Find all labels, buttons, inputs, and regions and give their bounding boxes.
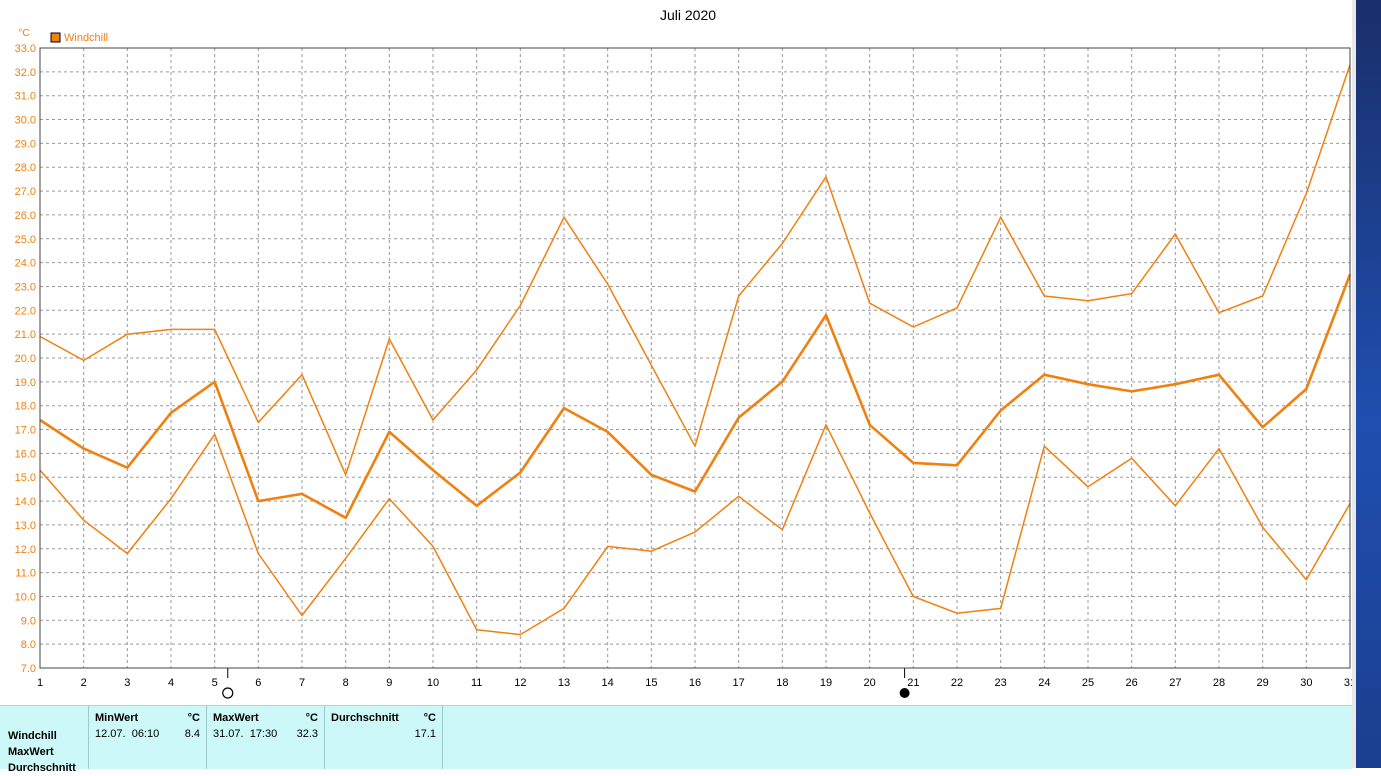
x-tick-label: 9 [386,677,392,689]
x-tick-label: 17 [733,677,745,689]
x-tick-label: 13 [558,677,570,689]
x-tick-label: 22 [951,677,963,689]
x-tick-label: 1 [37,677,43,689]
moon-markers [222,668,910,699]
x-tick-label: 6 [255,677,261,689]
stats-col-avg: Durchschnitt °C 17.1 [324,706,443,769]
series-line-max [39,64,1351,476]
x-tick-label: 19 [820,677,832,689]
col-header-durchschnitt: Durchschnitt [331,712,399,724]
y-tick-label: 26.0 [15,210,36,222]
desktop-edge [1352,0,1381,768]
x-tick-label: 4 [168,677,174,689]
y-tick-label: 9.0 [21,615,36,627]
x-tick-label: 24 [1038,677,1050,689]
windchill-chart: Juli 2020 °C Windchill 7.0 8.0 9.0 10.0 11.0… [14,7,1352,699]
x-tick-label: 21 [907,677,919,689]
y-tick-label: 19.0 [15,377,36,389]
x-tick-label: 14 [602,677,614,689]
x-tick-label: 23 [995,677,1007,689]
y-tick-label: 33.0 [15,43,36,55]
x-axis-ticks: 1 2 3 4 5 6 7 8 9 10 11 12 13 14 15 16 17 18 19 20 21 22 23 24 2… [37,677,1352,689]
avg-value: 17.1 [414,728,436,740]
x-tick-label: 20 [864,677,876,689]
y-tick-label: 23.0 [15,281,36,293]
y-tick-label: 10.0 [15,591,36,603]
stats-panel: Windchill MaxWert Durchschnitt MinWert °… [0,705,1352,774]
min-time: 12.07. 06:10 [95,728,160,740]
legend: Windchill [50,32,108,44]
y-tick-label: 7.0 [21,663,36,675]
x-tick-label: 3 [124,677,130,689]
col-header-minwert: MinWert [95,712,139,724]
y-tick-label: 14.0 [15,496,36,508]
y-tick-label: 21.0 [15,329,36,341]
window-border [1352,0,1356,768]
max-value: 32.3 [296,728,318,740]
legend-swatch [50,32,61,43]
x-tick-label: 2 [81,677,87,689]
x-tick-label: 10 [427,677,439,689]
x-tick-label: 26 [1126,677,1138,689]
col-unit-min: °C [187,712,200,724]
series-line-min [39,424,1351,636]
stats-row-labels: Windchill MaxWert Durchschnitt [8,728,76,776]
stats-col-min: MinWert °C 12.07. 06:10 8.4 [88,706,206,769]
y-tick-label: 30.0 [15,115,36,127]
col-unit-max: °C [305,712,318,724]
y-tick-label: 27.0 [15,186,36,198]
y-tick-label: 25.0 [15,234,36,246]
x-tick-label: 29 [1257,677,1269,689]
grid [40,48,1350,668]
y-tick-label: 12.0 [15,544,36,556]
x-tick-label: 8 [343,677,349,689]
y-tick-label: 16.0 [15,448,36,460]
x-tick-label: 31 [1344,677,1352,689]
y-axis-ticks: 7.0 8.0 9.0 10.0 11.0 12.0 13.0 14.0 15.0 16.0 17.… [15,43,36,675]
y-tick-label: 13.0 [15,520,36,532]
y-tick-label: 8.0 [21,639,36,651]
series-line-avg [39,274,1352,520]
x-tick-label: 11 [471,677,482,689]
min-value: 8.4 [184,728,200,740]
max-time: 31.07. 17:30 [213,728,278,740]
y-tick-label: 32.0 [15,67,36,79]
col-header-maxwert: MaxWert [213,712,259,724]
y-tick-label: 31.0 [15,91,36,103]
x-tick-label: 16 [689,677,701,689]
row-label-durchschnitt: Durchschnitt [8,762,76,774]
chart-title: Juli 2020 [660,7,716,23]
col-unit-avg: °C [423,712,436,724]
legend-label-windchill: Windchill [64,32,108,44]
y-tick-label: 18.0 [15,401,36,413]
x-tick-label: 30 [1300,677,1312,689]
y-tick-label: 15.0 [15,472,36,484]
x-tick-label: 25 [1082,677,1094,689]
y-axis-unit: °C [18,28,29,39]
x-tick-label: 27 [1169,677,1181,689]
y-tick-label: 11.0 [15,568,36,580]
x-tick-label: 12 [514,677,526,689]
x-tick-label: 5 [212,677,218,689]
row-label-maxwert: MaxWert [8,746,54,758]
series [39,64,1352,636]
x-tick-label: 15 [645,677,657,689]
x-tick-label: 18 [776,677,788,689]
new-moon-icon [899,688,910,698]
plot-frame [39,47,1351,669]
y-tick-label: 24.0 [15,258,36,270]
x-tick-label: 7 [299,677,305,689]
full-moon-icon [222,687,234,699]
y-tick-label: 20.0 [15,353,36,365]
stats-col-max: MaxWert °C 31.07. 17:30 32.3 [206,706,324,769]
y-tick-label: 28.0 [15,162,36,174]
x-tick-label: 28 [1213,677,1225,689]
row-label-windchill: Windchill [8,730,57,742]
y-tick-label: 22.0 [15,305,36,317]
y-tick-label: 29.0 [15,138,36,150]
y-tick-label: 17.0 [15,425,36,437]
